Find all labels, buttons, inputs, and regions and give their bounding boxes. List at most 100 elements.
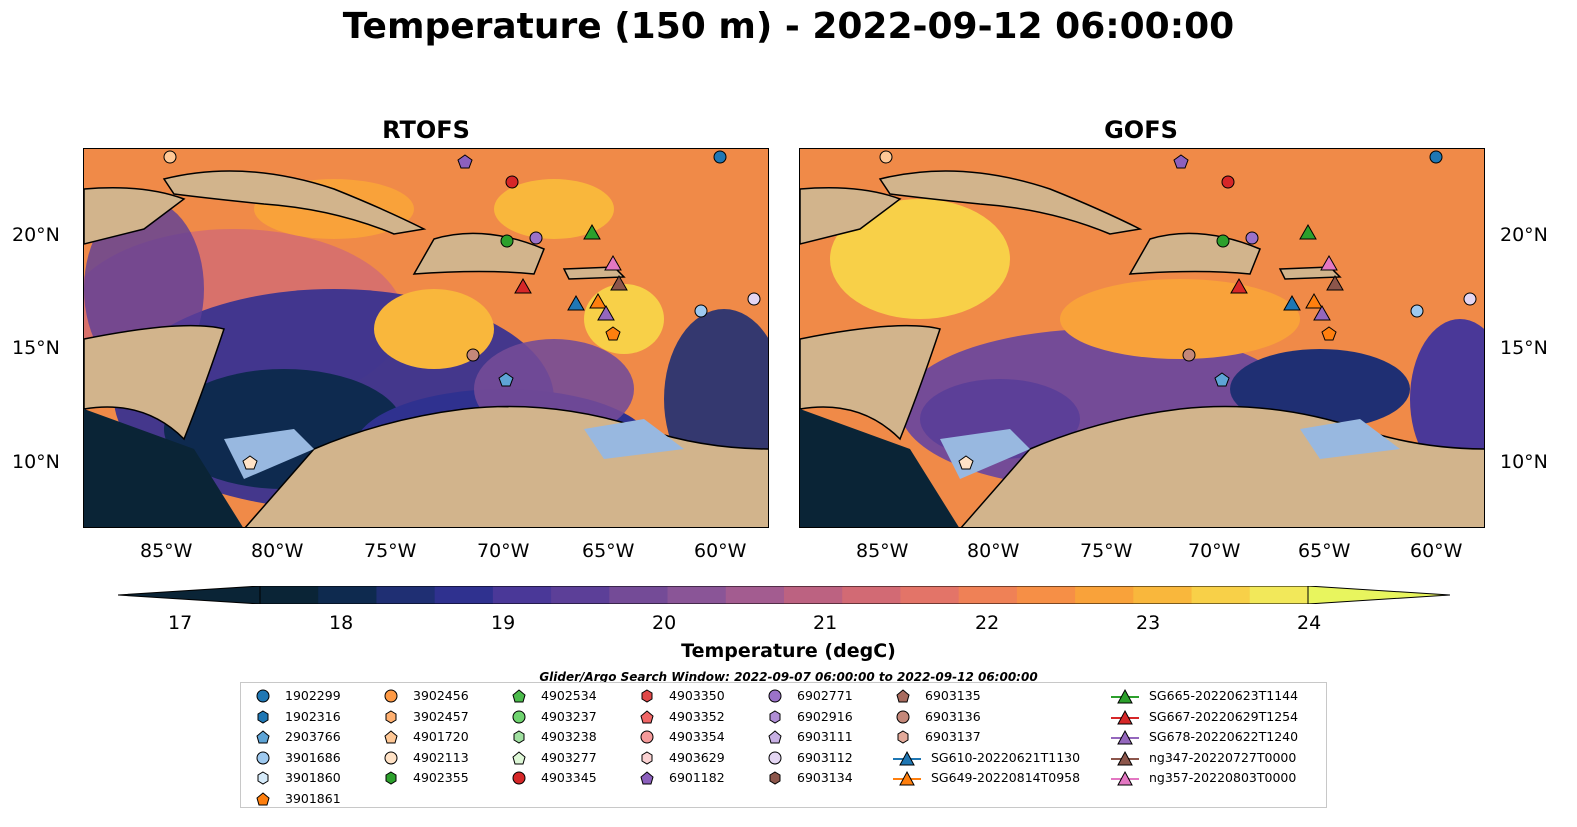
colorbar-max-extension bbox=[1307, 586, 1450, 604]
legend-label: 4903238 bbox=[541, 729, 597, 744]
colorbar-cell bbox=[725, 586, 785, 604]
legend-label: 4902113 bbox=[413, 749, 469, 765]
legend-marker-icon bbox=[513, 730, 525, 744]
colorbar-cell bbox=[1133, 586, 1193, 604]
legend-marker-icon bbox=[256, 751, 270, 764]
lon-tick: 70°W bbox=[1188, 540, 1241, 562]
colorbar-tick: 20 bbox=[652, 612, 677, 634]
legend-label: 4902355 bbox=[413, 770, 469, 785]
legend-label: 4903277 bbox=[541, 749, 597, 765]
legend-label: 6903136 bbox=[925, 708, 981, 724]
lon-tick: 65°W bbox=[582, 540, 635, 562]
colorbar-cell bbox=[900, 586, 960, 604]
map-panel-gofs bbox=[799, 148, 1485, 528]
legend-marker-icon bbox=[1111, 688, 1139, 704]
lat-tick: 20°N bbox=[1500, 224, 1548, 246]
legend-label: SG678-20220622T1240 bbox=[1149, 729, 1299, 744]
colorbar-min-extension bbox=[118, 586, 261, 604]
colorbar-cell bbox=[609, 586, 669, 604]
panel-title-gofs: GOFS bbox=[1104, 116, 1178, 144]
legend-marker-icon bbox=[640, 709, 654, 723]
legend-marker-icon bbox=[896, 689, 910, 703]
colorbar-cell bbox=[492, 586, 552, 604]
legend-label: 6903137 bbox=[925, 729, 981, 744]
map-panel-rtofs bbox=[83, 148, 769, 528]
colorbar-cell bbox=[551, 586, 610, 604]
colorbar-border bbox=[259, 586, 1309, 604]
legend-label: 6901182 bbox=[669, 770, 725, 785]
colorbar-tick: 17 bbox=[168, 612, 193, 634]
lon-tick: 65°W bbox=[1298, 540, 1351, 562]
legend-label: 3901860 bbox=[285, 770, 341, 785]
legend-label: SG610-20220621T1130 bbox=[931, 749, 1081, 765]
legend-marker-icon bbox=[641, 750, 653, 765]
legend-label: 4903237 bbox=[541, 708, 597, 724]
colorbar-tick: 23 bbox=[1136, 612, 1161, 634]
lat-tick: 15°N bbox=[12, 337, 60, 359]
lat-tick: 20°N bbox=[12, 224, 60, 246]
legend-label: 4903354 bbox=[669, 729, 725, 744]
legend-marker-icon bbox=[384, 751, 398, 764]
lon-tick: 75°W bbox=[1080, 540, 1133, 562]
legend-label: SG667-20220629T1254 bbox=[1149, 708, 1299, 724]
colorbar bbox=[118, 586, 1450, 604]
legend-marker-icon bbox=[256, 689, 270, 703]
lon-tick: 70°W bbox=[477, 540, 530, 562]
colorbar-cell bbox=[1249, 586, 1309, 604]
colorbar-tick: 19 bbox=[491, 612, 516, 634]
lon-tick: 80°W bbox=[967, 540, 1020, 562]
lon-tick: 85°W bbox=[140, 540, 193, 562]
legend-title: Glider/Argo Search Window: 2022-09-07 06… bbox=[539, 670, 1038, 684]
panel-title-rtofs: RTOFS bbox=[382, 116, 470, 144]
colorbar-cell bbox=[318, 586, 377, 604]
lon-tick: 60°W bbox=[1410, 540, 1463, 562]
legend-label: 4903350 bbox=[669, 688, 725, 703]
legend-marker-icon bbox=[1111, 750, 1139, 765]
legend-label: ng347-20220727T0000 bbox=[1149, 749, 1297, 765]
lon-tick: 60°W bbox=[694, 540, 747, 562]
legend-marker-icon bbox=[385, 709, 397, 724]
figure-title: Temperature (150 m) - 2022-09-12 06:00:0… bbox=[342, 6, 1235, 47]
legend-marker-icon bbox=[768, 751, 782, 764]
legend-marker-icon bbox=[768, 730, 782, 744]
legend-marker-icon bbox=[640, 730, 654, 744]
colorbar-cell bbox=[958, 586, 1018, 604]
legend-marker-icon bbox=[256, 730, 270, 744]
colorbar-cell bbox=[434, 586, 494, 604]
legend-label: 4903352 bbox=[669, 708, 725, 724]
legend-label: 4901720 bbox=[413, 729, 469, 744]
legend-label: 6902916 bbox=[797, 708, 853, 724]
legend-label: SG665-20220623T1144 bbox=[1149, 688, 1299, 703]
legend-marker-icon bbox=[769, 771, 781, 785]
legend-marker-icon bbox=[641, 689, 653, 703]
legend-label: 6903112 bbox=[797, 749, 853, 765]
legend-label: 4903345 bbox=[541, 770, 597, 785]
legend-label: SG649-20220814T0958 bbox=[931, 770, 1081, 785]
colorbar-cell bbox=[1075, 586, 1134, 604]
legend-label: 6903111 bbox=[797, 729, 853, 744]
legend-marker-icon bbox=[768, 689, 782, 703]
lon-tick: 85°W bbox=[856, 540, 909, 562]
legend-marker-icon bbox=[640, 771, 654, 785]
legend-marker-icon bbox=[384, 730, 398, 744]
lat-tick: 10°N bbox=[12, 451, 60, 473]
legend-label: 1902299 bbox=[285, 688, 341, 703]
legend-label: 3901861 bbox=[285, 790, 341, 806]
legend: 1902299 1902316 2903766 3901686 3901860 39018… bbox=[240, 682, 1327, 808]
colorbar-cell bbox=[1016, 586, 1076, 604]
colorbar-tick: 21 bbox=[813, 612, 838, 634]
colorbar-cell bbox=[376, 586, 436, 604]
legend-label: 3902457 bbox=[413, 708, 469, 724]
colorbar-tick: 24 bbox=[1297, 612, 1322, 634]
colorbar-cell bbox=[1191, 586, 1251, 604]
lon-tick: 75°W bbox=[364, 540, 417, 562]
legend-marker-icon bbox=[384, 689, 398, 703]
legend-marker-icon bbox=[1111, 709, 1139, 724]
legend-marker-icon bbox=[897, 730, 909, 744]
colorbar-cell bbox=[784, 586, 843, 604]
legend-marker-icon bbox=[769, 709, 781, 724]
legend-marker-icon bbox=[512, 750, 526, 764]
legend-marker-icon bbox=[512, 689, 526, 703]
legend-marker-icon bbox=[893, 770, 921, 786]
legend-label: 6902771 bbox=[797, 688, 853, 703]
